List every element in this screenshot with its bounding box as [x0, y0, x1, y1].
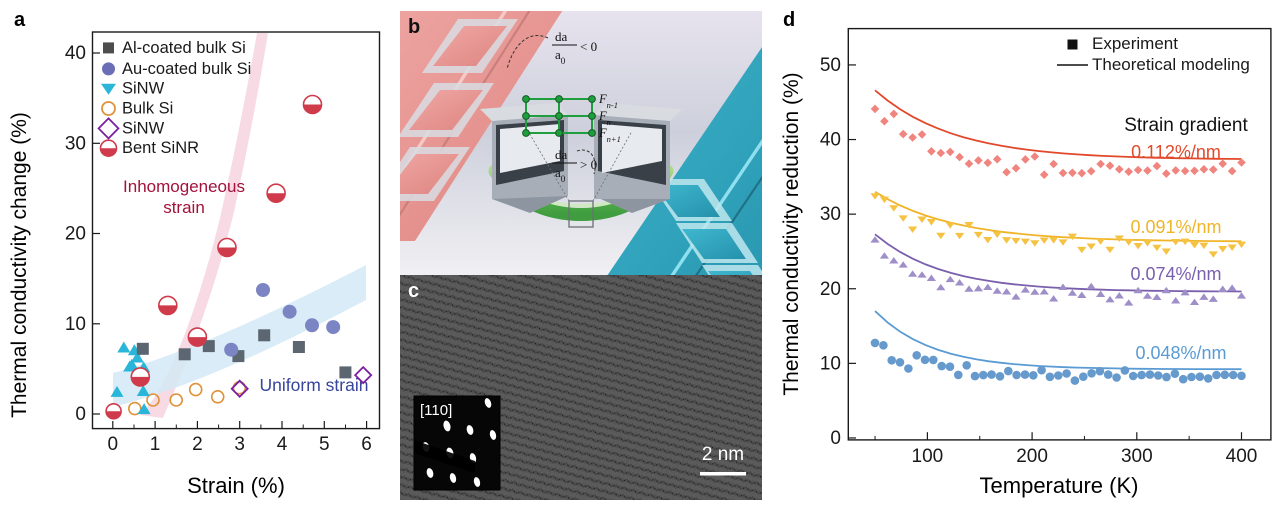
svg-text:0.112%/nm: 0.112%/nm: [1131, 142, 1221, 162]
svg-text:50: 50: [820, 55, 841, 76]
svg-text:d: d: [783, 9, 795, 31]
svg-text:200: 200: [1016, 446, 1048, 467]
svg-text:0.091%/nm: 0.091%/nm: [1130, 217, 1221, 237]
svg-text:Strain gradient: Strain gradient: [1124, 115, 1248, 136]
svg-text:Theoretical modeling: Theoretical modeling: [1092, 55, 1250, 74]
svg-text:30: 30: [820, 204, 841, 225]
svg-text:Experiment: Experiment: [1092, 34, 1178, 53]
svg-text:0.048%/nm: 0.048%/nm: [1135, 343, 1226, 363]
svg-text:0.074%/nm: 0.074%/nm: [1130, 264, 1221, 284]
svg-text:400: 400: [1226, 446, 1258, 467]
svg-text:100: 100: [912, 446, 944, 467]
svg-text:40: 40: [820, 130, 841, 151]
svg-text:Temperature (K): Temperature (K): [980, 473, 1139, 498]
svg-text:10: 10: [820, 353, 841, 374]
svg-text:Thermal conductivity reduction: Thermal conductivity reduction (%): [780, 72, 803, 395]
svg-text:300: 300: [1121, 446, 1153, 467]
svg-text:20: 20: [820, 279, 841, 300]
svg-text:0: 0: [830, 428, 841, 449]
